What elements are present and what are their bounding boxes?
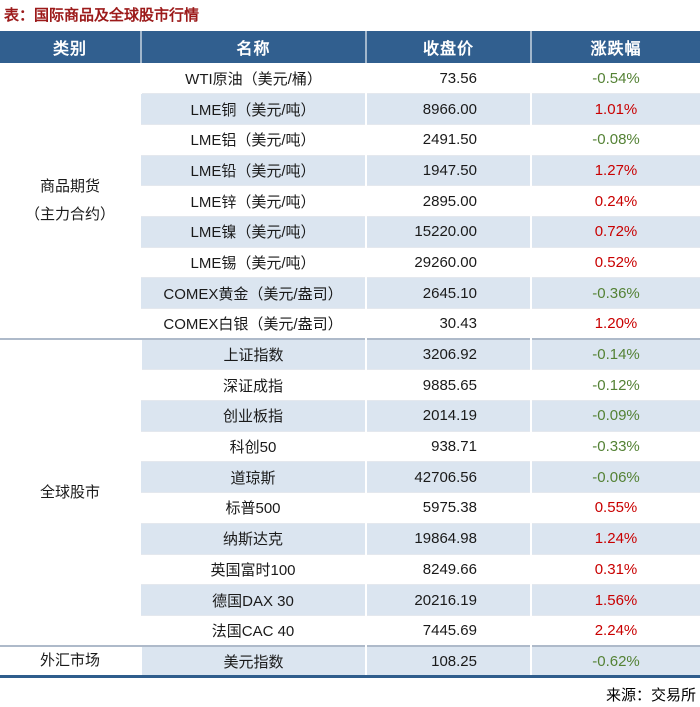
table-row: 法国CAC 40 7445.69 2.24% — [0, 615, 700, 647]
change-cell: -0.54% — [530, 63, 700, 94]
table-row: 科创50 938.71 -0.33% — [0, 431, 700, 462]
table-row: COMEX黄金（美元/盎司） 2645.10 -0.36% — [0, 277, 700, 309]
change-cell: -0.33% — [530, 431, 700, 462]
category-cell: 商品期货 （主力合约） — [0, 63, 141, 340]
change-cell: -0.14% — [530, 338, 700, 370]
table-row: LME锌（美元/吨） 2895.00 0.24% — [0, 185, 700, 217]
table-row: LME镍（美元/吨） 15220.00 0.72% — [0, 216, 700, 248]
table-row: 创业板指 2014.19 -0.09% — [0, 400, 700, 432]
header-row: 类别 名称 收盘价 涨跌幅 — [0, 31, 700, 63]
table-row: LME锡（美元/吨） 29260.00 0.52% — [0, 247, 700, 278]
table-row: 全球股市 上证指数 3206.92 -0.14% — [0, 338, 700, 647]
name-cell: 深证成指 — [141, 369, 366, 401]
table-row: 道琼斯 42706.56 -0.06% — [0, 461, 700, 493]
price-cell: 2895.00 — [365, 185, 531, 217]
price-cell: 30.43 — [365, 308, 531, 340]
change-cell: 0.31% — [530, 554, 700, 585]
table-row: LME铝（美元/吨） 2491.50 -0.08% — [0, 124, 700, 156]
price-cell: 8249.66 — [365, 554, 531, 585]
name-cell: 上证指数 — [140, 338, 366, 370]
price-cell: 73.56 — [365, 63, 531, 94]
quotes-table: 类别 名称 收盘价 涨跌幅 商品期货 （主力合约） WTI原油（美元/桶） 73.5… — [0, 31, 700, 679]
price-cell: 19864.98 — [365, 523, 531, 554]
change-cell: -0.36% — [530, 277, 700, 309]
table-row: LME铜（美元/吨） 8966.00 1.01% — [0, 93, 700, 125]
price-cell: 42706.56 — [365, 461, 531, 493]
price-cell: 8966.00 — [365, 93, 531, 125]
name-cell: 道琼斯 — [141, 461, 366, 493]
table-body: 商品期货 （主力合约） WTI原油（美元/桶） 73.56 -0.54% LME铜（美元… — [0, 63, 700, 677]
name-cell: 标普500 — [141, 492, 366, 524]
table-row: 德国DAX 30 20216.19 1.56% — [0, 584, 700, 616]
name-cell: LME铝（美元/吨） — [141, 124, 366, 156]
price-cell: 2014.19 — [365, 400, 531, 432]
price-cell: 7445.69 — [365, 615, 531, 647]
name-cell: 德国DAX 30 — [141, 584, 366, 616]
name-cell: 纳斯达克 — [141, 523, 366, 554]
table-row: LME铅（美元/吨） 1947.50 1.27% — [0, 155, 700, 186]
change-cell: 0.55% — [530, 492, 700, 524]
change-cell: 1.01% — [530, 93, 700, 125]
table-row: 深证成指 9885.65 -0.12% — [0, 369, 700, 401]
price-cell: 2491.50 — [365, 124, 531, 156]
name-cell: 科创50 — [141, 431, 366, 462]
change-cell: 1.27% — [530, 155, 700, 186]
change-cell: 1.20% — [530, 308, 700, 340]
category-cell: 全球股市 — [0, 338, 141, 647]
name-cell: LME铜（美元/吨） — [141, 93, 366, 125]
name-cell: 英国富时100 — [141, 554, 366, 585]
table-title: 表：国际商品及全球股市行情 — [4, 7, 200, 24]
change-cell: -0.09% — [530, 400, 700, 432]
name-cell: COMEX黄金（美元/盎司） — [141, 277, 366, 309]
col-header-name: 名称 — [140, 31, 366, 63]
change-cell: 0.24% — [530, 185, 700, 217]
change-cell: -0.62% — [530, 645, 700, 677]
price-cell: 29260.00 — [365, 247, 531, 278]
name-cell: LME铅（美元/吨） — [141, 155, 366, 186]
category-cell: 外汇市场 — [0, 645, 141, 677]
name-cell: LME锡（美元/吨） — [141, 247, 366, 278]
change-cell: 0.72% — [530, 216, 700, 248]
change-cell: 1.24% — [530, 523, 700, 554]
change-cell: 1.56% — [530, 584, 700, 616]
name-cell: WTI原油（美元/桶） — [140, 63, 366, 94]
name-cell: 创业板指 — [141, 400, 366, 432]
change-cell: -0.08% — [530, 124, 700, 156]
price-cell: 1947.50 — [365, 155, 531, 186]
price-cell: 5975.38 — [365, 492, 531, 524]
change-cell: -0.12% — [530, 369, 700, 401]
table-row: 纳斯达克 19864.98 1.24% — [0, 523, 700, 554]
col-header-change: 涨跌幅 — [530, 31, 700, 63]
change-cell: 0.52% — [530, 247, 700, 278]
price-cell: 20216.19 — [365, 584, 531, 616]
price-cell: 108.25 — [365, 645, 531, 677]
price-cell: 2645.10 — [365, 277, 531, 309]
name-cell: COMEX白银（美元/盎司） — [141, 308, 366, 340]
source-note: 来源：交易所 — [605, 687, 696, 705]
table-row: 外汇市场 美元指数 108.25 -0.62% — [0, 645, 700, 677]
price-cell: 9885.65 — [365, 369, 531, 401]
price-cell: 15220.00 — [365, 216, 531, 248]
table-row: 标普500 5975.38 0.55% — [0, 492, 700, 524]
name-cell: 法国CAC 40 — [141, 615, 366, 647]
name-cell: LME锌（美元/吨） — [141, 185, 366, 217]
table-row: 商品期货 （主力合约） WTI原油（美元/桶） 73.56 -0.54% — [0, 63, 700, 340]
col-header-category: 类别 — [0, 31, 141, 63]
name-cell: LME镍（美元/吨） — [141, 216, 366, 248]
table-row: 英国富时100 8249.66 0.31% — [0, 554, 700, 585]
price-cell: 3206.92 — [365, 338, 531, 370]
change-cell: -0.06% — [530, 461, 700, 493]
col-header-price: 收盘价 — [365, 31, 531, 63]
change-cell: 2.24% — [530, 615, 700, 647]
name-cell: 美元指数 — [140, 645, 366, 677]
price-cell: 938.71 — [365, 431, 531, 462]
